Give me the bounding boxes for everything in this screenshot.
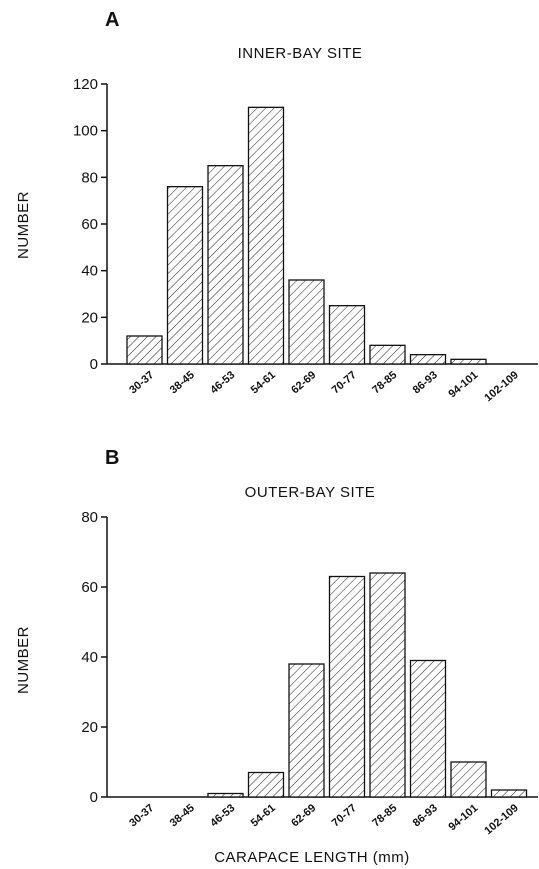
- y-tick-label: 100: [73, 123, 98, 140]
- x-axis-label-b: CARAPACE LENGTH (mm): [214, 849, 410, 866]
- bar-86-93: [409, 354, 447, 365]
- x-ticks-a: 30-37 38-45 46-53 54-61 62-69 70-77 78-85 86-93…: [127, 369, 521, 404]
- y-tick-label: 120: [73, 76, 98, 93]
- x-tick-label: 62-69: [289, 802, 318, 829]
- x-tick-label: 86-93: [411, 802, 440, 829]
- bar-94-101: [450, 358, 487, 365]
- x-tick-label: 94-101: [446, 369, 480, 400]
- x-tick-label: 94-101: [446, 802, 480, 833]
- bar-70-77: [328, 575, 366, 798]
- bar-62-69: [288, 279, 325, 365]
- x-tick-label: 30-37: [127, 802, 156, 829]
- x-tick-label: 78-85: [370, 802, 399, 829]
- panel-label-b: B: [105, 447, 119, 469]
- x-tick-label: 78-85: [370, 369, 399, 396]
- x-tick-label: 102-109: [482, 369, 521, 404]
- x-ticks-b: 30-37 38-45 46-53 54-61 62-69 70-77 78-85 86-93…: [127, 802, 521, 837]
- x-tick-label: 54-61: [249, 802, 278, 829]
- bar-78-85: [369, 572, 406, 798]
- y-tick-label: 40: [81, 263, 98, 280]
- chart-panel-a: A INNER-BAY SITE NUMBER 020406080100120 …: [15, 9, 538, 404]
- y-tick-label: 80: [81, 509, 98, 526]
- bar-46-53: [207, 165, 244, 365]
- y-axis-label-a: NUMBER: [15, 191, 32, 259]
- y-tick-label: 20: [81, 719, 98, 736]
- bar-78-85: [369, 344, 406, 365]
- bars-b: [207, 572, 528, 798]
- panel-label-a: A: [105, 9, 119, 31]
- bar-86-93: [409, 659, 447, 798]
- y-tick-label: 0: [90, 789, 98, 806]
- bar-54-61: [247, 106, 285, 365]
- y-ticks-a: 0 20 40 60 80 100 120: [73, 76, 107, 373]
- y-tick-label: 0: [90, 356, 98, 373]
- bar-70-77: [328, 305, 366, 365]
- y-tick-label: 60: [81, 579, 98, 596]
- x-tick-label: 46-53: [208, 802, 237, 829]
- x-tick-label: 86-93: [411, 369, 440, 396]
- x-tick-label: 54-61: [249, 369, 278, 396]
- y-axis-label-b: NUMBER: [15, 626, 32, 694]
- x-tick-label: 30-37: [127, 369, 156, 396]
- bars-a: [126, 106, 487, 365]
- x-tick-label: 38-45: [168, 802, 197, 829]
- y-ticks-b: 0 20 40 60 80: [81, 509, 107, 806]
- bar-38-45: [166, 186, 204, 365]
- y-tick-label: 40: [81, 649, 98, 666]
- x-tick-label: 70-77: [330, 802, 359, 829]
- bar-30-37: [126, 335, 163, 365]
- bar-46-53: [207, 792, 244, 798]
- x-tick-label: 38-45: [168, 369, 197, 396]
- chart-title-a: INNER-BAY SITE: [238, 45, 363, 62]
- bar-94-101: [450, 761, 487, 798]
- chart-title-b: OUTER-BAY SITE: [245, 484, 376, 501]
- y-tick-label: 60: [81, 216, 98, 233]
- x-tick-label: 102-109: [482, 802, 521, 837]
- y-tick-label: 20: [81, 309, 98, 326]
- x-tick-label: 46-53: [208, 369, 237, 396]
- x-tick-label: 70-77: [330, 369, 359, 396]
- bar-62-69: [288, 663, 325, 798]
- bar-54-61: [247, 771, 285, 798]
- y-tick-label: 80: [81, 169, 98, 186]
- bar-102-109: [490, 789, 528, 798]
- x-tick-label: 62-69: [289, 369, 318, 396]
